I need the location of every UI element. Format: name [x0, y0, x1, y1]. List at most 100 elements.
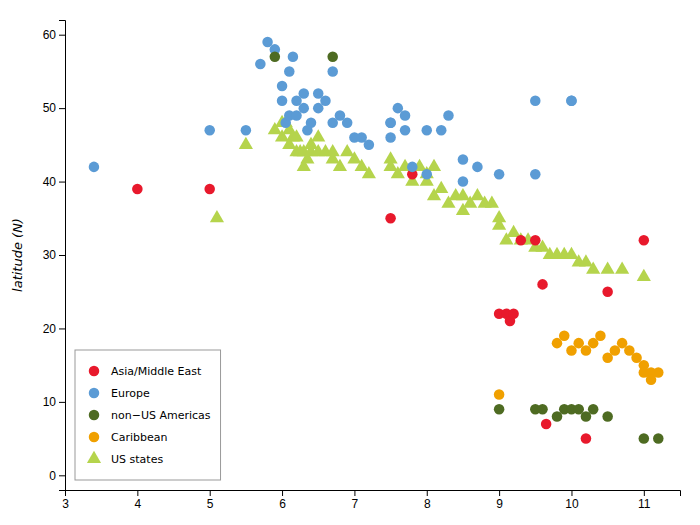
point — [602, 286, 613, 297]
point — [326, 144, 340, 156]
y-tick-mark — [59, 182, 65, 183]
point — [400, 125, 411, 136]
x-tick-label: 3 — [62, 497, 69, 511]
point — [289, 129, 303, 141]
legend-label: Asia/Middle East — [111, 365, 202, 378]
x-tick-label: 11 — [638, 497, 651, 511]
x-axis-line — [66, 491, 681, 497]
point — [588, 404, 599, 415]
point — [427, 159, 441, 171]
point — [288, 51, 299, 62]
x-tick-mark — [137, 490, 138, 496]
point — [581, 433, 592, 444]
x-tick: 11 — [638, 490, 651, 511]
point — [639, 235, 650, 246]
y-tick-mark — [59, 402, 65, 403]
legend-symbol — [89, 388, 100, 399]
point — [277, 81, 288, 92]
x-tick-mark — [427, 490, 428, 496]
x-tick: 10 — [565, 490, 579, 511]
y-tick-label: 30 — [43, 248, 57, 262]
point — [385, 118, 396, 129]
point — [566, 96, 577, 107]
x-tick-mark — [499, 490, 500, 496]
point — [579, 254, 593, 266]
x-tick-label: 5 — [207, 497, 214, 511]
point — [653, 433, 664, 444]
point — [494, 389, 505, 400]
legend-symbol — [89, 432, 100, 443]
point — [470, 188, 484, 200]
point — [277, 96, 288, 107]
y-tick: 20 — [43, 322, 65, 336]
point — [299, 88, 310, 99]
point — [566, 96, 577, 107]
y-tick-label: 50 — [43, 101, 57, 115]
point — [284, 66, 295, 77]
x-tick-label: 10 — [565, 497, 579, 511]
point — [204, 184, 215, 195]
y-tick-label: 0 — [49, 469, 56, 483]
y-tick-mark — [59, 35, 65, 36]
y-tick: 40 — [43, 175, 65, 189]
point — [456, 188, 470, 200]
point — [516, 235, 527, 246]
x-axis: 3 4 5 6 7 8 9 10 11 — [62, 490, 680, 511]
legend-symbol — [89, 410, 100, 421]
point — [407, 162, 418, 173]
series-points — [494, 331, 664, 400]
point — [615, 262, 629, 274]
point — [494, 169, 505, 180]
series-points — [89, 37, 577, 187]
legend-label: Caribbean — [111, 431, 167, 444]
point — [530, 96, 541, 107]
legend-label: Europe — [111, 387, 150, 400]
point — [492, 217, 506, 229]
point — [239, 137, 253, 149]
x-tick-mark — [571, 490, 572, 496]
point — [436, 125, 447, 136]
x-tick: 4 — [135, 490, 142, 511]
point — [204, 125, 215, 136]
point — [241, 125, 252, 136]
point — [639, 433, 650, 444]
legend-symbol — [89, 366, 100, 377]
point — [472, 162, 483, 173]
legend-box — [75, 350, 221, 480]
x-tick: 5 — [207, 490, 214, 511]
point — [89, 162, 100, 173]
x-tick: 8 — [424, 490, 431, 511]
point — [541, 419, 552, 430]
point — [255, 59, 266, 70]
point — [385, 118, 396, 129]
x-tick-mark — [282, 490, 283, 496]
x-tick-label: 6 — [279, 497, 286, 511]
point — [362, 166, 376, 178]
point — [637, 269, 651, 281]
point — [507, 225, 521, 237]
point — [586, 262, 600, 274]
x-tick-mark — [644, 490, 645, 496]
chart: 345678910110102030405060Asia/Middle East… — [0, 0, 700, 525]
point — [564, 247, 578, 259]
y-tick: 10 — [43, 395, 65, 409]
x-tick: 3 — [62, 490, 69, 511]
point — [299, 103, 310, 114]
point — [327, 66, 338, 77]
point — [327, 51, 338, 62]
point — [385, 213, 396, 224]
x-tick-label: 9 — [496, 497, 503, 511]
y-tick-label: 20 — [43, 322, 57, 336]
point — [443, 110, 454, 121]
point — [333, 159, 347, 171]
point — [494, 404, 505, 415]
series-points — [270, 51, 664, 443]
point — [210, 210, 224, 222]
point — [458, 176, 469, 187]
point — [355, 159, 369, 171]
point — [364, 140, 375, 151]
x-tick-mark — [210, 490, 211, 496]
point — [384, 151, 398, 163]
x-tick-label: 7 — [352, 497, 359, 511]
point — [270, 51, 281, 62]
